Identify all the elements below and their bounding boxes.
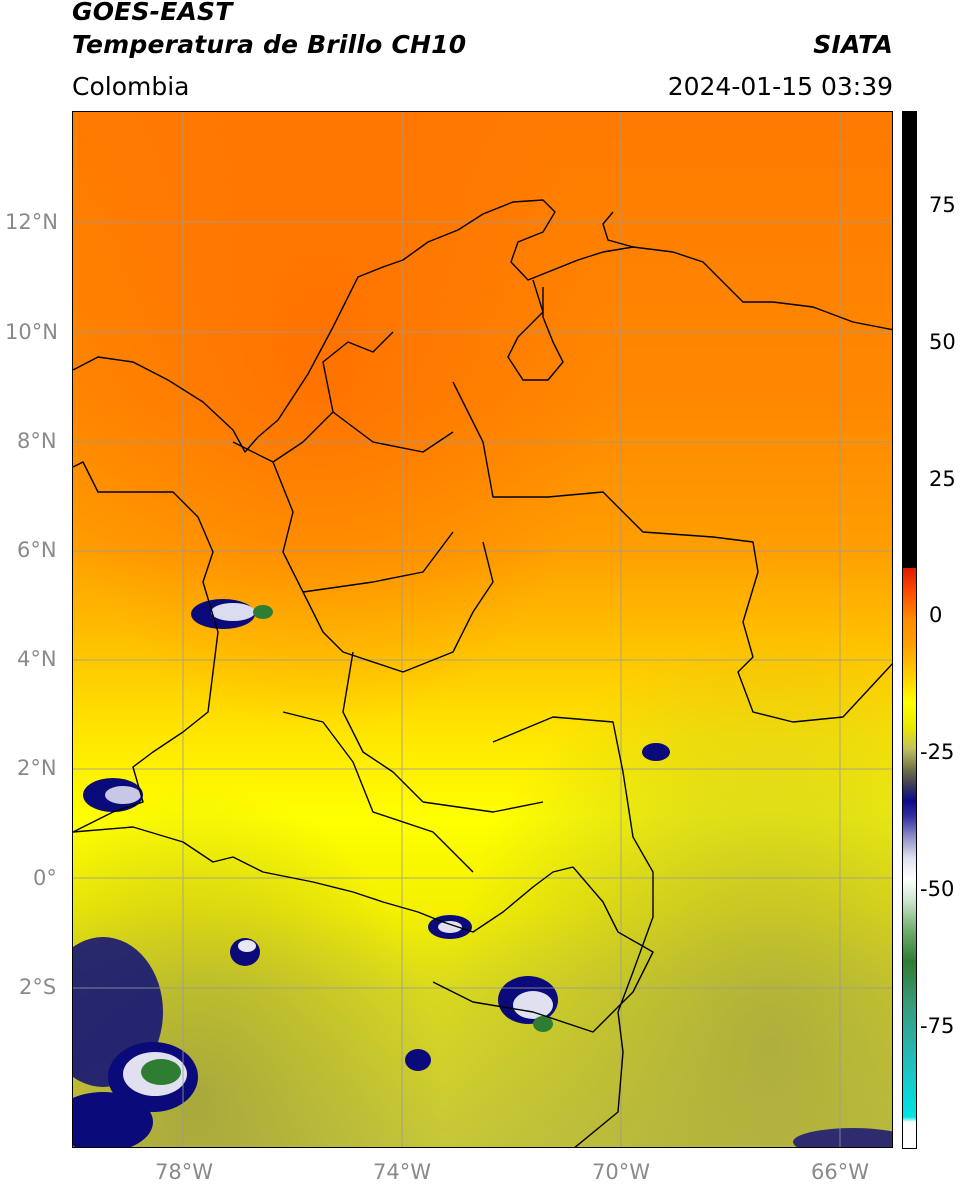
lon-tick-label: 78°W xyxy=(155,1160,213,1184)
colorbar-tick-label: -75 xyxy=(920,1014,955,1038)
cool-region-southwest xyxy=(73,112,892,1147)
peru-border xyxy=(432,866,654,1033)
coastlines-and-borders xyxy=(73,199,892,1147)
maracaibo-lake xyxy=(507,279,564,381)
satellite-title: GOES-EAST xyxy=(72,0,233,26)
region-label: Colombia xyxy=(72,72,190,101)
brightness-temperature-map xyxy=(72,111,893,1148)
lon-tick-label: 70°W xyxy=(592,1160,650,1184)
lat-tick-label: 4°N xyxy=(17,647,57,671)
cloud-cell xyxy=(191,599,273,629)
lat-tick-label: 2°S xyxy=(19,975,57,999)
lat-tick-label: 0° xyxy=(33,866,57,890)
agency-label: SIATA xyxy=(813,30,893,59)
cloud-cell xyxy=(405,1049,431,1071)
paraguana-peninsula xyxy=(602,211,634,248)
colorbar-tick-label: -50 xyxy=(920,877,955,901)
colorbar-tick-label: 25 xyxy=(929,467,956,491)
cloud-cell xyxy=(230,938,260,966)
colorbar-tick-label: 50 xyxy=(929,330,956,354)
lon-tick-label: 66°W xyxy=(811,1160,869,1184)
lon-tick-label: 74°W xyxy=(373,1160,431,1184)
ecuador-border xyxy=(73,826,574,933)
lat-tick-label: 6°N xyxy=(17,538,57,562)
venezuela-border xyxy=(452,381,892,723)
lat-tick-label: 10°N xyxy=(5,320,58,344)
colorbar-tick-label: 75 xyxy=(929,193,956,217)
cloud-cell xyxy=(83,778,143,812)
pacific-coast xyxy=(73,461,219,833)
map-svg xyxy=(73,112,892,1147)
cloud-cell xyxy=(73,937,198,1147)
temperature-colorbar xyxy=(902,111,917,1149)
caribbean-coast xyxy=(73,199,892,453)
lat-tick-label: 2°N xyxy=(17,756,57,780)
datetime-label: 2024-01-15 03:39 xyxy=(667,72,893,101)
colorbar-tick-label: -25 xyxy=(920,740,955,764)
department-boundaries xyxy=(232,331,544,873)
product-title: Temperatura de Brillo CH10 xyxy=(72,30,467,59)
lat-tick-label: 12°N xyxy=(5,210,58,234)
colorbar-tick-label: 0 xyxy=(929,603,943,627)
lat-tick-label: 8°N xyxy=(17,429,57,453)
cloud-cell xyxy=(793,1128,892,1147)
brazil-border xyxy=(492,716,654,1147)
cloud-cell xyxy=(642,743,670,761)
